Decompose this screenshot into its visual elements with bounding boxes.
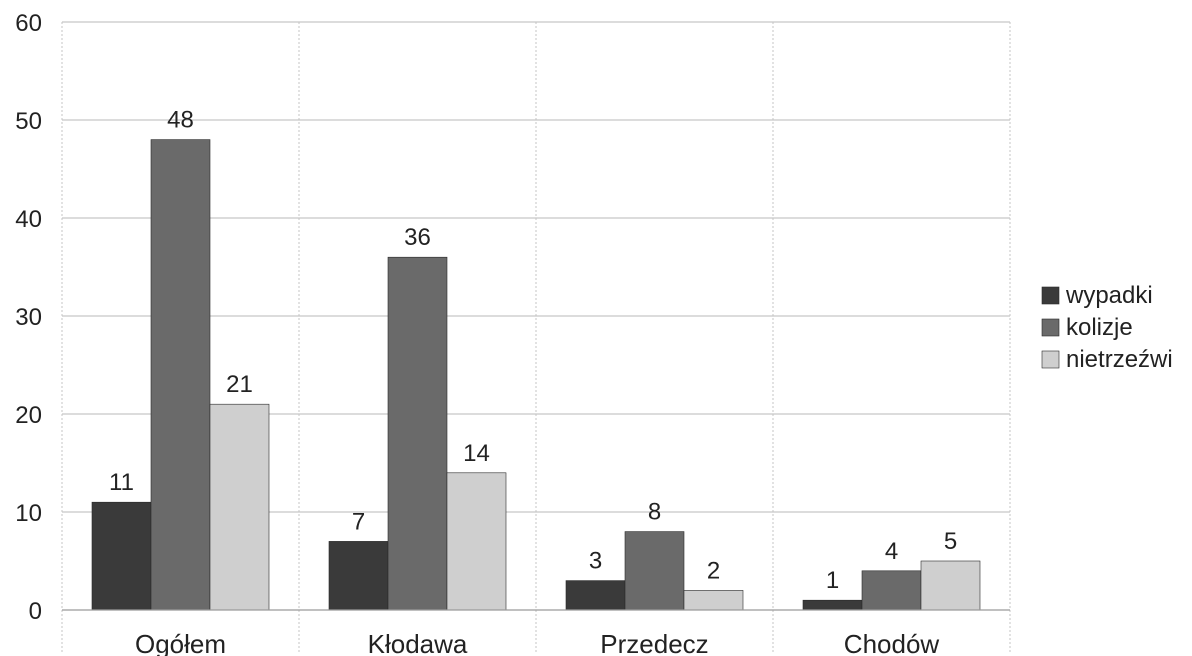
bar-kolizje-Chodów xyxy=(861,570,922,611)
x-tick-label: Kłodawa xyxy=(368,629,468,656)
legend-label: wypadki xyxy=(1065,282,1153,309)
y-tick-label: 50 xyxy=(15,108,42,135)
data-label: 7 xyxy=(352,508,365,535)
bar-kolizje-Kłodawa xyxy=(387,256,448,611)
bar-wypadki-Chodów xyxy=(802,599,863,611)
data-label: 2 xyxy=(707,557,720,584)
data-label: 8 xyxy=(648,499,661,526)
y-tick-label: 60 xyxy=(15,10,42,37)
y-tick-label: 30 xyxy=(15,304,42,331)
x-tick-label: Ogółem xyxy=(135,629,226,656)
data-label: 5 xyxy=(944,528,957,555)
legend-swatch-kolizje xyxy=(1041,318,1060,337)
data-label: 1 xyxy=(826,567,839,594)
legend-label: nietrzeźwi xyxy=(1066,346,1173,373)
bar-nietrzeźwi-Ogółem xyxy=(209,403,270,611)
y-tick-label: 40 xyxy=(15,206,42,233)
data-label: 48 xyxy=(167,107,194,134)
y-tick-label: 10 xyxy=(15,500,42,527)
legend-label: kolizje xyxy=(1066,314,1133,341)
legend: wypadki kolizje nietrzeźwi xyxy=(1041,282,1173,373)
legend-swatch-nietrzeźwi xyxy=(1041,350,1060,369)
y-tick-label: 0 xyxy=(29,598,42,625)
bar-nietrzeźwi-Chodów xyxy=(920,560,981,611)
bar-nietrzeźwi-Kłodawa xyxy=(446,472,507,611)
bars-layer xyxy=(91,139,981,611)
data-label: 14 xyxy=(463,440,490,467)
x-tick-label: Chodów xyxy=(844,629,940,656)
bar-nietrzeźwi-Przedecz xyxy=(683,590,744,611)
bar-kolizje-Ogółem xyxy=(150,139,211,611)
y-tick-label: 20 xyxy=(15,402,42,429)
bar-wypadki-Ogółem xyxy=(91,501,152,611)
data-label: 21 xyxy=(226,371,253,398)
bar-wypadki-Kłodawa xyxy=(328,541,389,611)
data-label: 11 xyxy=(109,469,134,496)
data-label: 36 xyxy=(404,224,431,251)
data-label: 4 xyxy=(885,538,898,565)
bar-wypadki-Przedecz xyxy=(565,580,626,611)
bar-kolizje-Przedecz xyxy=(624,531,685,611)
legend-swatch-wypadki xyxy=(1041,286,1060,305)
x-tick-label: Przedecz xyxy=(600,629,708,656)
data-label: 3 xyxy=(589,548,602,575)
axis-layer: 0 10 20 30 40 50 60 Ogółem Kłodawa Przedecz Chodów xyxy=(15,10,1010,656)
